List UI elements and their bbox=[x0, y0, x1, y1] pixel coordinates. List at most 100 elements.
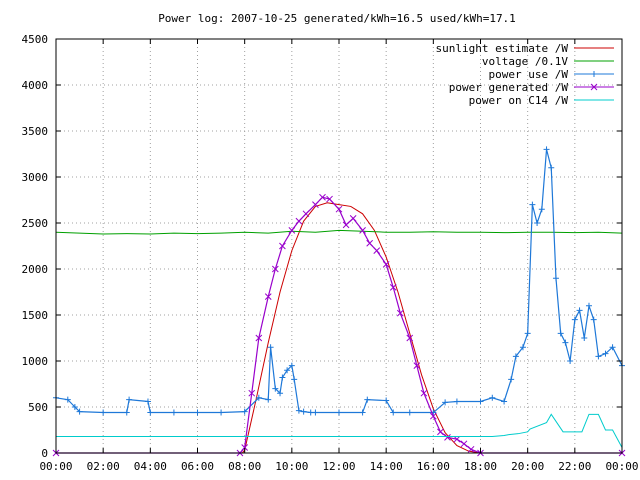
data-point-power-use-w bbox=[534, 220, 541, 226]
data-point-power-use-w bbox=[557, 330, 564, 337]
data-point-power-use-w bbox=[123, 409, 130, 416]
data-point-power-generated-w bbox=[349, 215, 357, 222]
data-point-power-use-w bbox=[512, 353, 519, 360]
data-point-power-use-w bbox=[585, 302, 592, 309]
data-point-power-use-w bbox=[126, 396, 133, 403]
axis-ticks: 00:00 02:00 04:00 06:00 08:00 10:00 12:00 14:00… bbox=[22, 33, 639, 473]
y-tick-label: 500 bbox=[28, 401, 48, 414]
data-point-power-use-w bbox=[284, 367, 291, 374]
data-point-power-generated-w bbox=[359, 227, 366, 234]
series-sunlight-estimate-w bbox=[56, 202, 622, 454]
data-point-power-generated-w bbox=[453, 435, 461, 443]
series-voltage-0-1v bbox=[55, 229, 623, 235]
data-point-power-use-w bbox=[453, 398, 460, 405]
data-point-power-generated-w bbox=[467, 445, 475, 453]
data-point-power-use-w bbox=[442, 399, 449, 406]
legend-label-power-generated-w: power generated /W bbox=[449, 81, 569, 94]
y-tick-label: 1000 bbox=[22, 355, 49, 368]
data-point-power-use-w bbox=[602, 350, 609, 357]
grid-lines bbox=[56, 39, 622, 453]
data-point-power-use-w bbox=[552, 275, 559, 282]
data-point-power-use-w bbox=[567, 358, 574, 364]
y-tick-label: 1500 bbox=[22, 309, 49, 322]
data-point-power-generated-w bbox=[406, 334, 414, 342]
data-point-power-use-w bbox=[255, 394, 262, 401]
x-tick-label: 14:00 bbox=[370, 460, 403, 473]
data-point-power-use-w bbox=[277, 390, 284, 397]
legend-marker-power-use-w bbox=[591, 71, 597, 77]
data-point-power-use-w bbox=[364, 396, 371, 403]
series-line-power-generated-w bbox=[56, 196, 622, 454]
data-point-power-use-w bbox=[336, 409, 342, 416]
data-point-power-generated-w bbox=[241, 444, 249, 451]
data-point-power-use-w bbox=[279, 374, 286, 381]
data-point-power-use-w bbox=[581, 335, 588, 341]
data-point-power-use-w bbox=[489, 394, 496, 401]
data-point-power-use-w bbox=[64, 396, 71, 403]
data-point-power-use-w bbox=[272, 385, 279, 392]
data-point-power-use-w bbox=[147, 409, 154, 416]
x-tick-label: 18:00 bbox=[464, 460, 497, 473]
data-point-power-use-w bbox=[590, 316, 597, 323]
data-point-power-use-w bbox=[609, 344, 616, 351]
y-tick-label: 4000 bbox=[22, 79, 49, 92]
data-point-power-generated-w bbox=[319, 193, 326, 201]
series-line-power-use-w bbox=[55, 149, 623, 414]
data-point-power-use-w bbox=[477, 398, 484, 405]
data-point-power-generated-w bbox=[264, 293, 272, 300]
x-tick-label: 02:00 bbox=[87, 460, 120, 473]
data-point-power-use-w bbox=[519, 344, 526, 351]
data-point-power-generated-w bbox=[342, 221, 350, 229]
data-point-power-use-w bbox=[390, 409, 397, 416]
data-point-power-use-w bbox=[538, 206, 545, 213]
data-point-power-use-w bbox=[291, 376, 298, 383]
data-point-power-generated-w bbox=[326, 195, 333, 203]
x-tick-label: 00:00 bbox=[605, 460, 638, 473]
y-tick-label: 2500 bbox=[22, 217, 49, 230]
data-point-power-use-w bbox=[501, 398, 508, 405]
x-tick-label: 04:00 bbox=[134, 460, 167, 473]
series-power-on-c14-w bbox=[56, 413, 623, 448]
data-point-power-generated-w bbox=[302, 210, 310, 218]
data-point-power-generated-w bbox=[279, 242, 286, 250]
y-tick-label: 3500 bbox=[22, 125, 49, 138]
data-point-power-use-w bbox=[595, 353, 602, 360]
data-point-power-use-w bbox=[71, 404, 78, 410]
series-line-power-on-c14-w bbox=[56, 413, 623, 448]
data-point-power-use-w bbox=[194, 409, 201, 416]
data-point-power-generated-w bbox=[444, 434, 451, 441]
data-point-power-generated-w bbox=[382, 261, 390, 268]
data-point-power-use-w bbox=[576, 307, 583, 314]
legend-label-voltage-0-1v: voltage /0.1V bbox=[482, 55, 568, 68]
data-point-power-generated-w bbox=[460, 440, 468, 448]
data-point-power-generated-w bbox=[437, 428, 444, 436]
x-tick-label: 06:00 bbox=[181, 460, 214, 473]
y-tick-label: 2000 bbox=[22, 263, 49, 276]
legend-label-sunlight-estimate-w: sunlight estimate /W bbox=[436, 42, 569, 55]
data-point-power-generated-w bbox=[335, 205, 343, 213]
data-point-power-use-w bbox=[295, 407, 302, 414]
x-tick-label: 08:00 bbox=[228, 460, 261, 473]
data-point-power-use-w bbox=[543, 146, 550, 153]
data-point-power-use-w bbox=[312, 409, 319, 416]
data-point-power-generated-w bbox=[396, 309, 404, 317]
data-point-power-use-w bbox=[571, 316, 578, 323]
data-point-power-generated-w bbox=[248, 389, 256, 397]
data-point-power-use-w bbox=[359, 409, 366, 416]
data-point-power-generated-w bbox=[271, 265, 279, 273]
data-point-power-use-w bbox=[241, 408, 248, 415]
x-tick-label: 20:00 bbox=[511, 460, 544, 473]
y-tick-label: 4500 bbox=[22, 33, 49, 46]
data-point-power-use-w bbox=[267, 344, 274, 351]
x-tick-label: 10:00 bbox=[275, 460, 308, 473]
data-point-power-use-w bbox=[300, 408, 307, 415]
x-tick-label: 12:00 bbox=[322, 460, 355, 473]
y-tick-label: 0 bbox=[41, 447, 48, 460]
data-point-power-generated-w bbox=[389, 284, 397, 291]
data-point-power-generated-w bbox=[366, 239, 374, 247]
data-point-power-generated-w bbox=[295, 217, 303, 225]
series-line-voltage-0-1v bbox=[55, 229, 623, 235]
data-point-power-use-w bbox=[524, 330, 531, 337]
data-point-power-use-w bbox=[288, 362, 295, 369]
